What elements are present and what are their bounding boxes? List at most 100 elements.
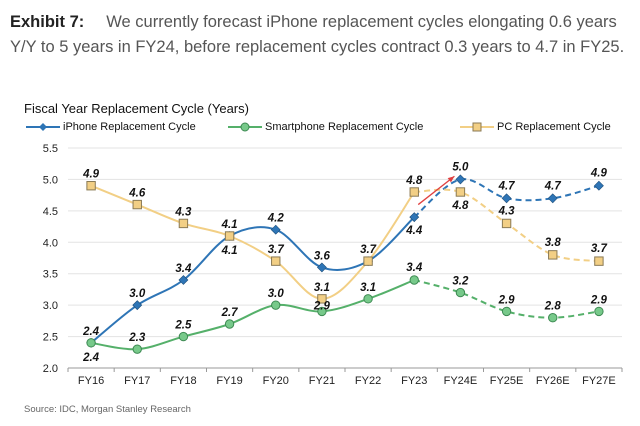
smartphone-data-label: 3.2 (452, 276, 469, 288)
iphone-point (270, 224, 281, 235)
smartphone-point (501, 306, 512, 317)
x-tick-label: FY23 (401, 375, 427, 387)
exhibit-caption: Exhibit 7: We currently forecast iPhone r… (10, 10, 632, 60)
y-tick-label: 5.0 (43, 174, 58, 186)
smartphone-data-label: 3.0 (268, 288, 285, 300)
y-tick-label: 5.5 (43, 143, 58, 155)
pc-point (271, 256, 281, 266)
legend-smartphone: Smartphone Replacement Cycle (228, 121, 423, 133)
smartphone-data-label: 2.9 (590, 294, 608, 306)
legend-smartphone-label: Smartphone Replacement Cycle (265, 121, 424, 133)
x-tick-label: FY26E (536, 375, 570, 387)
pc-data-label: 3.7 (268, 244, 285, 256)
iphone-point (501, 193, 512, 204)
iphone-data-label: 2.4 (82, 352, 100, 364)
smartphone-point (178, 331, 189, 342)
annotation-arrowhead (447, 176, 455, 183)
smartphone-point (594, 306, 604, 317)
pc-point (548, 250, 558, 260)
iphone-data-label: 4.1 (221, 219, 238, 231)
iphone-data-label: 4.7 (498, 180, 516, 192)
smartphone-data-label: 2.5 (174, 320, 192, 332)
y-tick-label: 4.0 (43, 237, 58, 249)
legend-iphone: iPhone Replacement Cycle (26, 121, 196, 133)
iphone-data-label: 3.6 (314, 250, 331, 262)
legend-pc-label: PC Replacement Cycle (497, 121, 611, 133)
x-tick-label: FY22 (355, 375, 381, 387)
pc-data-label: 4.8 (451, 200, 469, 212)
smartphone-data-label: 2.9 (498, 294, 516, 306)
pc-data-label: 4.6 (128, 188, 146, 200)
iphone-point (178, 275, 189, 285)
x-tick-label: FY24E (444, 375, 478, 387)
pc-point (132, 199, 142, 210)
iphone-line-actual (90, 216, 415, 344)
smartphone-data-label: 3.1 (360, 282, 376, 294)
iphone-data-label: 4.4 (405, 225, 423, 237)
y-tick-label: 2.0 (43, 363, 58, 375)
smartphone-point (132, 344, 142, 354)
iphone-data-label: 4.9 (590, 168, 608, 180)
pc-point (409, 187, 419, 197)
iphone-data-label: 4.7 (544, 180, 562, 192)
pc-data-label: 4.3 (174, 206, 192, 218)
smartphone-point (86, 338, 96, 348)
smartphone-point (271, 300, 281, 310)
smartphone-point (317, 306, 327, 317)
iphone-data-label: 3.4 (175, 263, 192, 275)
iphone-point (547, 193, 558, 204)
pc-data-label: 3.1 (314, 282, 330, 294)
pc-data-label: 4.9 (82, 169, 100, 181)
x-tick-label: FY25E (490, 375, 524, 387)
smartphone-point (409, 275, 419, 285)
x-tick-label: FY16 (78, 375, 104, 387)
smartphone-point (455, 287, 466, 298)
pc-point (224, 231, 235, 241)
exhibit-label: Exhibit 7: (10, 13, 85, 31)
x-tick-label: FY27E (582, 375, 616, 387)
iphone-point (316, 262, 327, 273)
pc-data-label: 3.8 (545, 237, 562, 249)
iphone-data-label: 3.0 (129, 288, 146, 300)
pc-point (86, 181, 96, 191)
x-tick-label: FY18 (170, 375, 196, 387)
iphone-point (409, 212, 420, 223)
pc-data-label: 4.1 (221, 245, 238, 257)
annotation-arrow (417, 175, 455, 206)
iphone-data-label: 5.0 (452, 161, 469, 173)
legend-pc-swatch (460, 122, 494, 132)
chart-title: Fiscal Year Replacement Cycle (Years) (24, 101, 249, 116)
source-note: Source: IDC, Morgan Stanley Research (24, 404, 191, 415)
legend-iphone-swatch (26, 123, 60, 131)
iphone-data-label: 4.2 (267, 213, 285, 225)
pc-data-label: 3.7 (591, 243, 608, 255)
x-tick-label: FY21 (309, 375, 335, 387)
x-tick-label: FY17 (124, 375, 150, 387)
smartphone-line-forecast (413, 279, 600, 319)
smartphone-point (224, 319, 235, 329)
iphone-data-label: 3.7 (360, 244, 377, 256)
smartphone-point (363, 294, 373, 304)
smartphone-data-label: 2.7 (221, 307, 239, 319)
legend-pc: PC Replacement Cycle (460, 121, 611, 133)
y-tick-label: 3.5 (43, 269, 58, 281)
y-tick-label: 4.5 (43, 206, 58, 218)
legend-iphone-label: iPhone Replacement Cycle (63, 121, 196, 133)
smartphone-data-label: 3.4 (406, 262, 423, 274)
pc-point (455, 187, 466, 197)
pc-point (317, 294, 327, 304)
pc-point (363, 256, 373, 266)
legend-smartphone-swatch (228, 122, 262, 132)
smartphone-data-label: 2.3 (128, 332, 146, 344)
x-tick-label: FY20 (263, 375, 289, 387)
smartphone-point (548, 313, 558, 323)
smartphone-data-label: 2.4 (82, 326, 100, 338)
pc-data-label: 4.8 (405, 175, 423, 187)
exhibit-text: We currently forecast iPhone replacement… (10, 13, 625, 56)
pc-data-label: 4.3 (498, 205, 516, 217)
pc-point (178, 218, 189, 229)
y-tick-label: 3.0 (43, 300, 58, 312)
smartphone-data-label: 2.9 (313, 300, 331, 312)
iphone-point (593, 180, 604, 191)
